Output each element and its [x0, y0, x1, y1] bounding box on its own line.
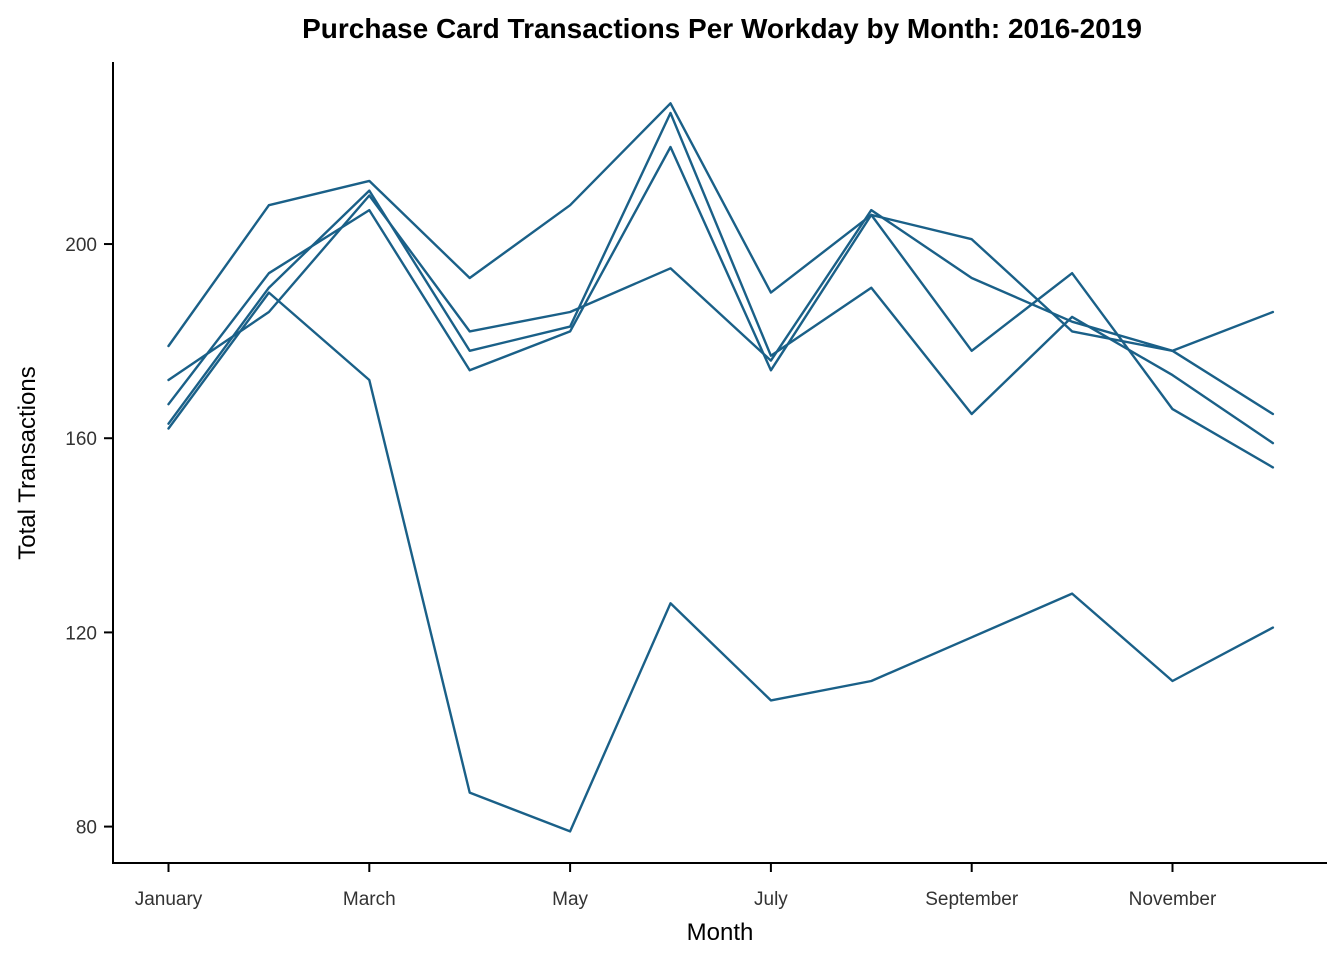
x-axis-title: Month — [687, 919, 754, 946]
series-line-4 — [167, 111, 1275, 445]
y-axis-ticks: 80 120 160 200 — [65, 235, 113, 839]
chart-title: Purchase Card Transactions Per Workday b… — [302, 13, 1142, 44]
x-tick-label: July — [754, 889, 788, 910]
series-line-3 — [167, 145, 1275, 469]
series-line-5 — [167, 291, 1275, 833]
axis-lines — [112, 62, 1327, 864]
x-tick-label: March — [343, 889, 396, 910]
series-layer — [167, 102, 1275, 833]
x-tick-label: January — [135, 889, 203, 910]
series-line-2 — [167, 194, 1275, 416]
y-tick-label: 120 — [65, 623, 97, 644]
x-tick-label: November — [1129, 889, 1217, 910]
x-tick-label: May — [552, 889, 588, 910]
x-axis-ticks: January March May July September November — [135, 863, 1217, 910]
y-tick-label: 200 — [65, 235, 97, 256]
axes-layer — [112, 62, 1327, 864]
y-tick-label: 80 — [76, 818, 97, 839]
y-axis-title: Total Transactions — [14, 366, 41, 559]
x-tick-label: September — [925, 889, 1019, 910]
series-line-1 — [167, 102, 1275, 352]
y-tick-label: 160 — [65, 429, 97, 450]
